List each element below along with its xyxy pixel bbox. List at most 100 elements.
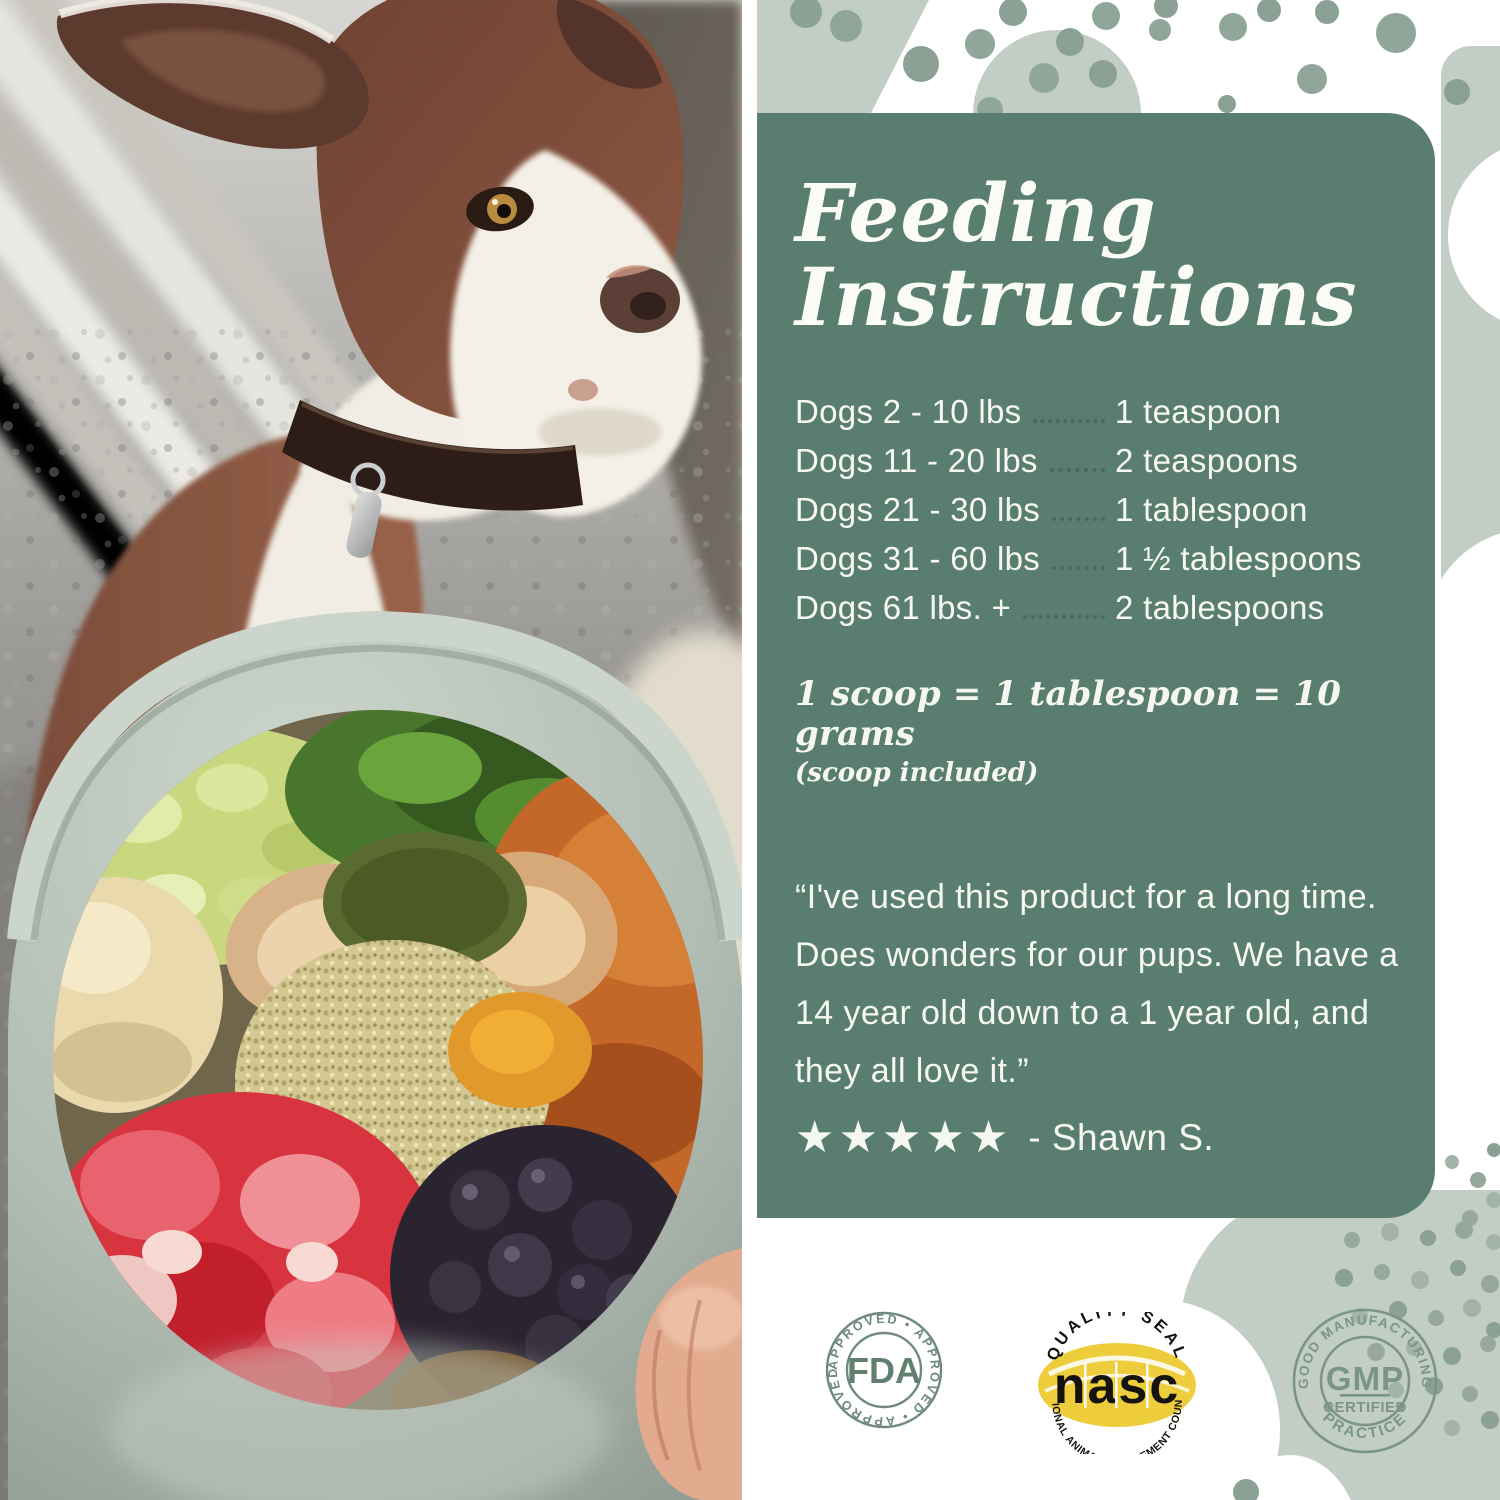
- gmp-star-left-icon: ★: [1323, 1399, 1336, 1415]
- dog-lip-spot: [568, 379, 598, 401]
- decor-right-band: [1441, 46, 1500, 620]
- dog-ear-left-rim: [58, 0, 335, 44]
- serving-amount: 2 teaspoons: [1115, 442, 1299, 479]
- testimonial-line: “I've used this product for a long time.: [795, 878, 1377, 916]
- decor-dot: [1470, 1172, 1486, 1188]
- dog-food-photo: [0, 0, 742, 1500]
- decor-dot: [1481, 1411, 1499, 1429]
- decor-dot: [1376, 13, 1416, 53]
- dotted-leader: [1052, 566, 1105, 570]
- reviewer-name: - Shawn S.: [1028, 1117, 1215, 1158]
- feeding-panel: Feeding Instructions Dogs 2 - 10 lbs 1 t…: [757, 113, 1435, 1218]
- photo-scene: [0, 0, 742, 1500]
- serving-amount: 1 tablespoon: [1115, 491, 1308, 528]
- testimonial: “I've used this product for a long time.…: [795, 868, 1405, 1100]
- decor-dot: [1218, 95, 1236, 113]
- decor-dot: [1444, 1420, 1460, 1436]
- decor-dot: [1487, 1143, 1500, 1157]
- decor-dot: [1092, 2, 1120, 30]
- decor-dot: [1154, 0, 1178, 18]
- bowl-front-highlight: [110, 1340, 610, 1500]
- title-line1: Feeding: [795, 166, 1157, 260]
- decor-dot: [1388, 1382, 1404, 1398]
- decor-dot: [1411, 1271, 1429, 1289]
- dog-collar: [282, 400, 583, 558]
- decor-dot: [999, 0, 1027, 26]
- decor-dot: [1374, 1264, 1390, 1280]
- dog-muzzle-shadow: [538, 408, 662, 456]
- decor-dot: [1486, 1322, 1500, 1338]
- testimonial-line: Does wonders for our pups. We have a: [795, 936, 1399, 974]
- nasc-letter-dividers: [1084, 1362, 1149, 1408]
- decor-dot: [1389, 1301, 1407, 1319]
- weight-range: Dogs 11 - 20 lbs: [795, 442, 1038, 479]
- five-star-rating-icon: ★★★★★: [795, 1113, 1013, 1162]
- bowl-rim-shadow: [30, 644, 726, 941]
- decor-dot: [1486, 1192, 1500, 1208]
- decor-dot: [1406, 1340, 1422, 1356]
- decor-dot: [1420, 1230, 1436, 1246]
- testimonial-line: they all love it.”: [795, 1052, 1029, 1090]
- decor-dot: [1056, 28, 1084, 56]
- serving-amount: 1 teaspoon: [1115, 393, 1282, 430]
- decor-dot: [1480, 1336, 1496, 1352]
- table-row: Dogs 11 - 20 lbs 2 teaspoons: [795, 442, 1405, 491]
- weight-range: Dogs 61 lbs. +: [795, 589, 1012, 626]
- decor-band-cutout-2: [1424, 528, 1500, 748]
- decor-dot: [1428, 1310, 1444, 1326]
- gmp-certified-badge: GOOD MANUFACTURING PRACTICE ★ ★ GMP CERT…: [1292, 1308, 1438, 1454]
- weight-range: Dogs 21 - 30 lbs: [795, 491, 1041, 528]
- fda-label: FDA: [847, 1350, 921, 1391]
- title-line2: Instructions: [795, 250, 1358, 344]
- decor-dot: [1462, 1386, 1478, 1402]
- fda-approved-badge: APPROVED • APPROVED • APPROVED • APPROVE…: [824, 1310, 943, 1428]
- decor-dot: [1462, 1210, 1478, 1226]
- bowl: [7, 610, 742, 1500]
- dotted-leader: [1033, 419, 1105, 423]
- weight-range: Dogs 2 - 10 lbs: [795, 393, 1022, 430]
- dog-nose-highlight: [606, 265, 652, 278]
- decor-dot: [1297, 64, 1327, 94]
- dog-eye: [466, 186, 534, 232]
- nasc-quality-seal-badge: QUALITY SEAL nasc NATIONAL ANIMAL SUPPLE…: [1018, 1312, 1196, 1454]
- scoop-equivalence: 1 scoop = 1 tablespoon = 10 grams: [795, 674, 1342, 754]
- decor-dot: [1381, 1223, 1399, 1241]
- decor-dot: [1443, 1347, 1461, 1365]
- testimonial-line: 14 year old down to a 1 year old, and: [795, 994, 1370, 1032]
- decor-dot: [1486, 1234, 1500, 1250]
- bowl-rim: [7, 610, 742, 942]
- dotted-leader: [1052, 517, 1105, 521]
- decor-dot: [965, 29, 995, 59]
- decor-dot: [790, 0, 822, 28]
- decor-dot: [1335, 1269, 1353, 1287]
- decor-dot: [1089, 60, 1117, 88]
- rating-row: ★★★★★ - Shawn S.: [795, 1114, 1405, 1162]
- decor-dot: [1219, 13, 1247, 41]
- serving-amount: 2 tablespoons: [1115, 589, 1325, 626]
- table-row: Dogs 61 lbs. + 2 tablespoons: [795, 589, 1405, 638]
- decor-dot: [830, 10, 862, 42]
- dotted-leader: [1023, 615, 1105, 619]
- dog-ear-inner: [120, 29, 326, 112]
- decor-dot: [1233, 1479, 1259, 1500]
- gmp-label: GMP: [1326, 1360, 1404, 1397]
- gmp-sub-label: CERTIFIED: [1323, 1399, 1407, 1416]
- decor-dot: [1344, 1232, 1360, 1248]
- gmp-star-right-icon: ★: [1394, 1399, 1407, 1415]
- weight-range: Dogs 31 - 60 lbs: [795, 540, 1041, 577]
- scoop-note: 1 scoop = 1 tablespoon = 10 grams (scoop…: [795, 674, 1405, 788]
- table-row: Dogs 21 - 30 lbs 1 tablespoon: [795, 491, 1405, 540]
- dog-nostril: [630, 292, 666, 320]
- decor-dot: [1450, 1260, 1466, 1276]
- decor-dot: [1481, 1275, 1499, 1293]
- dog-ear-right: [556, 0, 662, 89]
- hand: [635, 1248, 742, 1500]
- scoop-included-note: (scoop included): [795, 758, 1039, 788]
- decor-dot: [903, 46, 939, 82]
- decor-dot: [1149, 19, 1171, 41]
- decor-dot: [1257, 0, 1281, 22]
- table-row: Dogs 31 - 60 lbs 1 ½ tablespoons: [795, 540, 1405, 589]
- feeding-table: Dogs 2 - 10 lbs 1 teaspoon Dogs 11 - 20 …: [795, 393, 1405, 638]
- decor-dot: [1425, 1377, 1443, 1395]
